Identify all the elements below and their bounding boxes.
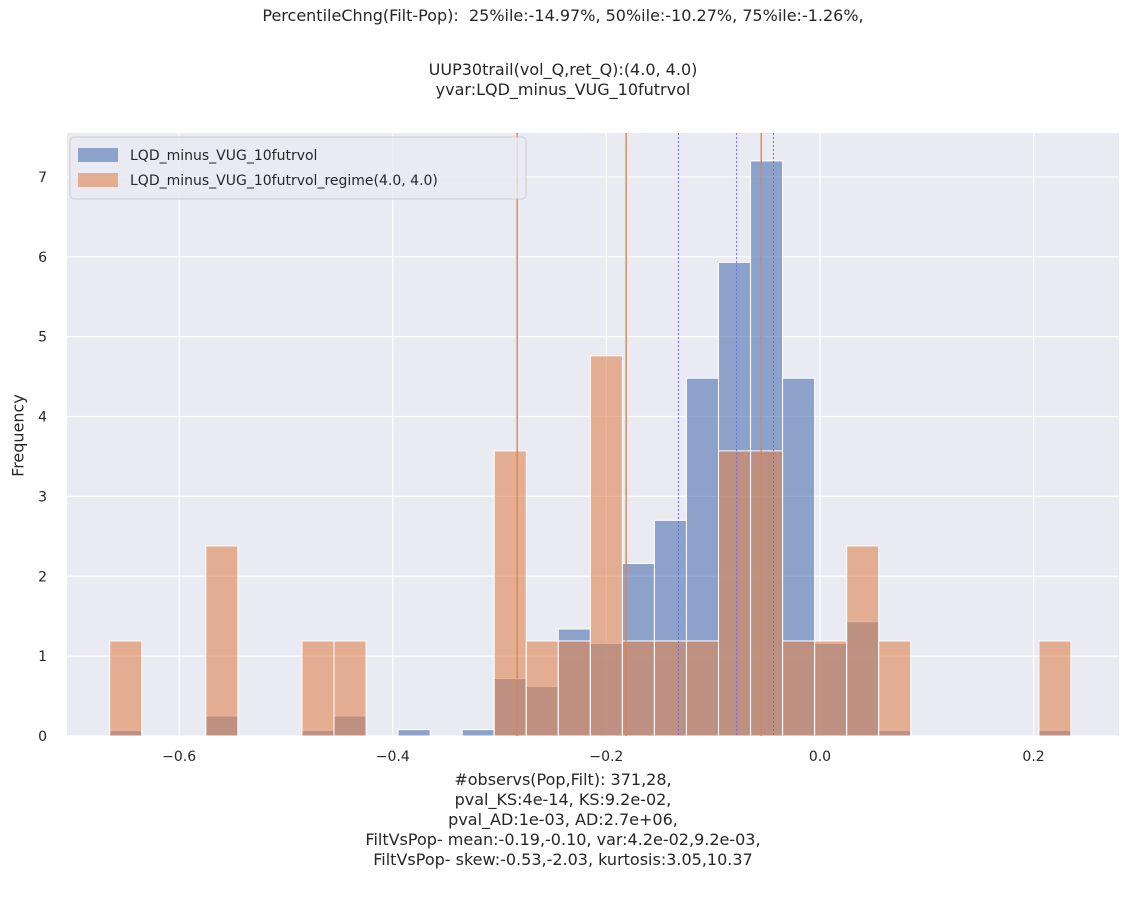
y-tick-label: 5 [38, 330, 47, 346]
bar-series-2 [1038, 640, 1072, 737]
histogram-bars [109, 160, 1072, 737]
x-tick-label: −0.2 [589, 749, 623, 765]
bar-series-2 [109, 640, 143, 737]
x-tick-label: 0.2 [1022, 749, 1044, 765]
bar-series-2 [717, 450, 752, 737]
legend-swatch [78, 148, 118, 162]
y-tick-label: 6 [38, 250, 47, 266]
bar-series-2 [653, 640, 687, 737]
bar-series-2 [846, 545, 880, 737]
legend-box [69, 136, 527, 200]
bar-series-2 [493, 450, 527, 737]
bar-series-2 [878, 640, 912, 737]
bar-series-1 [461, 729, 495, 737]
chart-title-line-1: PercentileChng(Filt-Pop): 25%ile:-14.97%… [262, 6, 864, 25]
bar-series-1 [397, 729, 431, 737]
bar-series-2 [814, 640, 848, 737]
legend-swatch [78, 173, 118, 187]
y-tick-label: 0 [38, 729, 47, 745]
x-tick-label: −0.6 [162, 749, 196, 765]
x-label-line-1: #observs(Pop,Filt): 371,28, [454, 770, 672, 789]
bar-series-2 [589, 355, 623, 737]
bar-series-2 [301, 640, 335, 737]
chart-title-line-2: UUP30trail(vol_Q,ret_Q):(4.0, 4.0) [428, 60, 698, 79]
legend-label: LQD_minus_VUG_10futrvol_regime(4.0, 4.0) [130, 173, 438, 189]
y-tick-label: 1 [38, 649, 47, 665]
x-label-line-4: FiltVsPop- mean:-0.19,-0.10, var:4.2e-02… [365, 830, 761, 849]
x-label-line-3: pval_AD:1e-03, AD:2.7e+06, [448, 810, 678, 829]
bar-series-2 [557, 640, 591, 737]
bar-series-2 [750, 450, 784, 737]
x-tick-label: −0.4 [376, 749, 410, 765]
legend: LQD_minus_VUG_10futrvol LQD_minus_VUG_10f… [69, 136, 527, 200]
x-label-line-5: FiltVsPop- skew:-0.53,-2.03, kurtosis:3.… [373, 850, 753, 869]
x-label-line-2: pval_KS:4e-14, KS:9.2e-02, [454, 790, 672, 809]
y-axis-ticks: 0 1 2 3 4 5 6 7 [38, 170, 47, 745]
bar-series-2 [685, 640, 719, 737]
bar-series-2 [205, 545, 239, 737]
legend-label: LQD_minus_VUG_10futrvol [130, 148, 317, 164]
y-tick-label: 3 [38, 489, 47, 505]
chart-title-line-3: yvar:LQD_minus_VUG_10futrvol [435, 80, 691, 99]
y-tick-label: 4 [38, 410, 47, 426]
y-tick-label: 7 [38, 170, 47, 186]
y-tick-label: 2 [38, 569, 47, 585]
reference-lines [516, 133, 774, 736]
bar-series-2 [621, 640, 655, 737]
bar-series-2 [333, 640, 367, 737]
x-tick-label: 0.0 [809, 749, 831, 765]
bar-series-2 [525, 640, 559, 737]
x-axis-ticks: −0.6 −0.4 −0.2 0.0 0.2 [162, 749, 1045, 765]
bar-series-2 [782, 640, 816, 737]
